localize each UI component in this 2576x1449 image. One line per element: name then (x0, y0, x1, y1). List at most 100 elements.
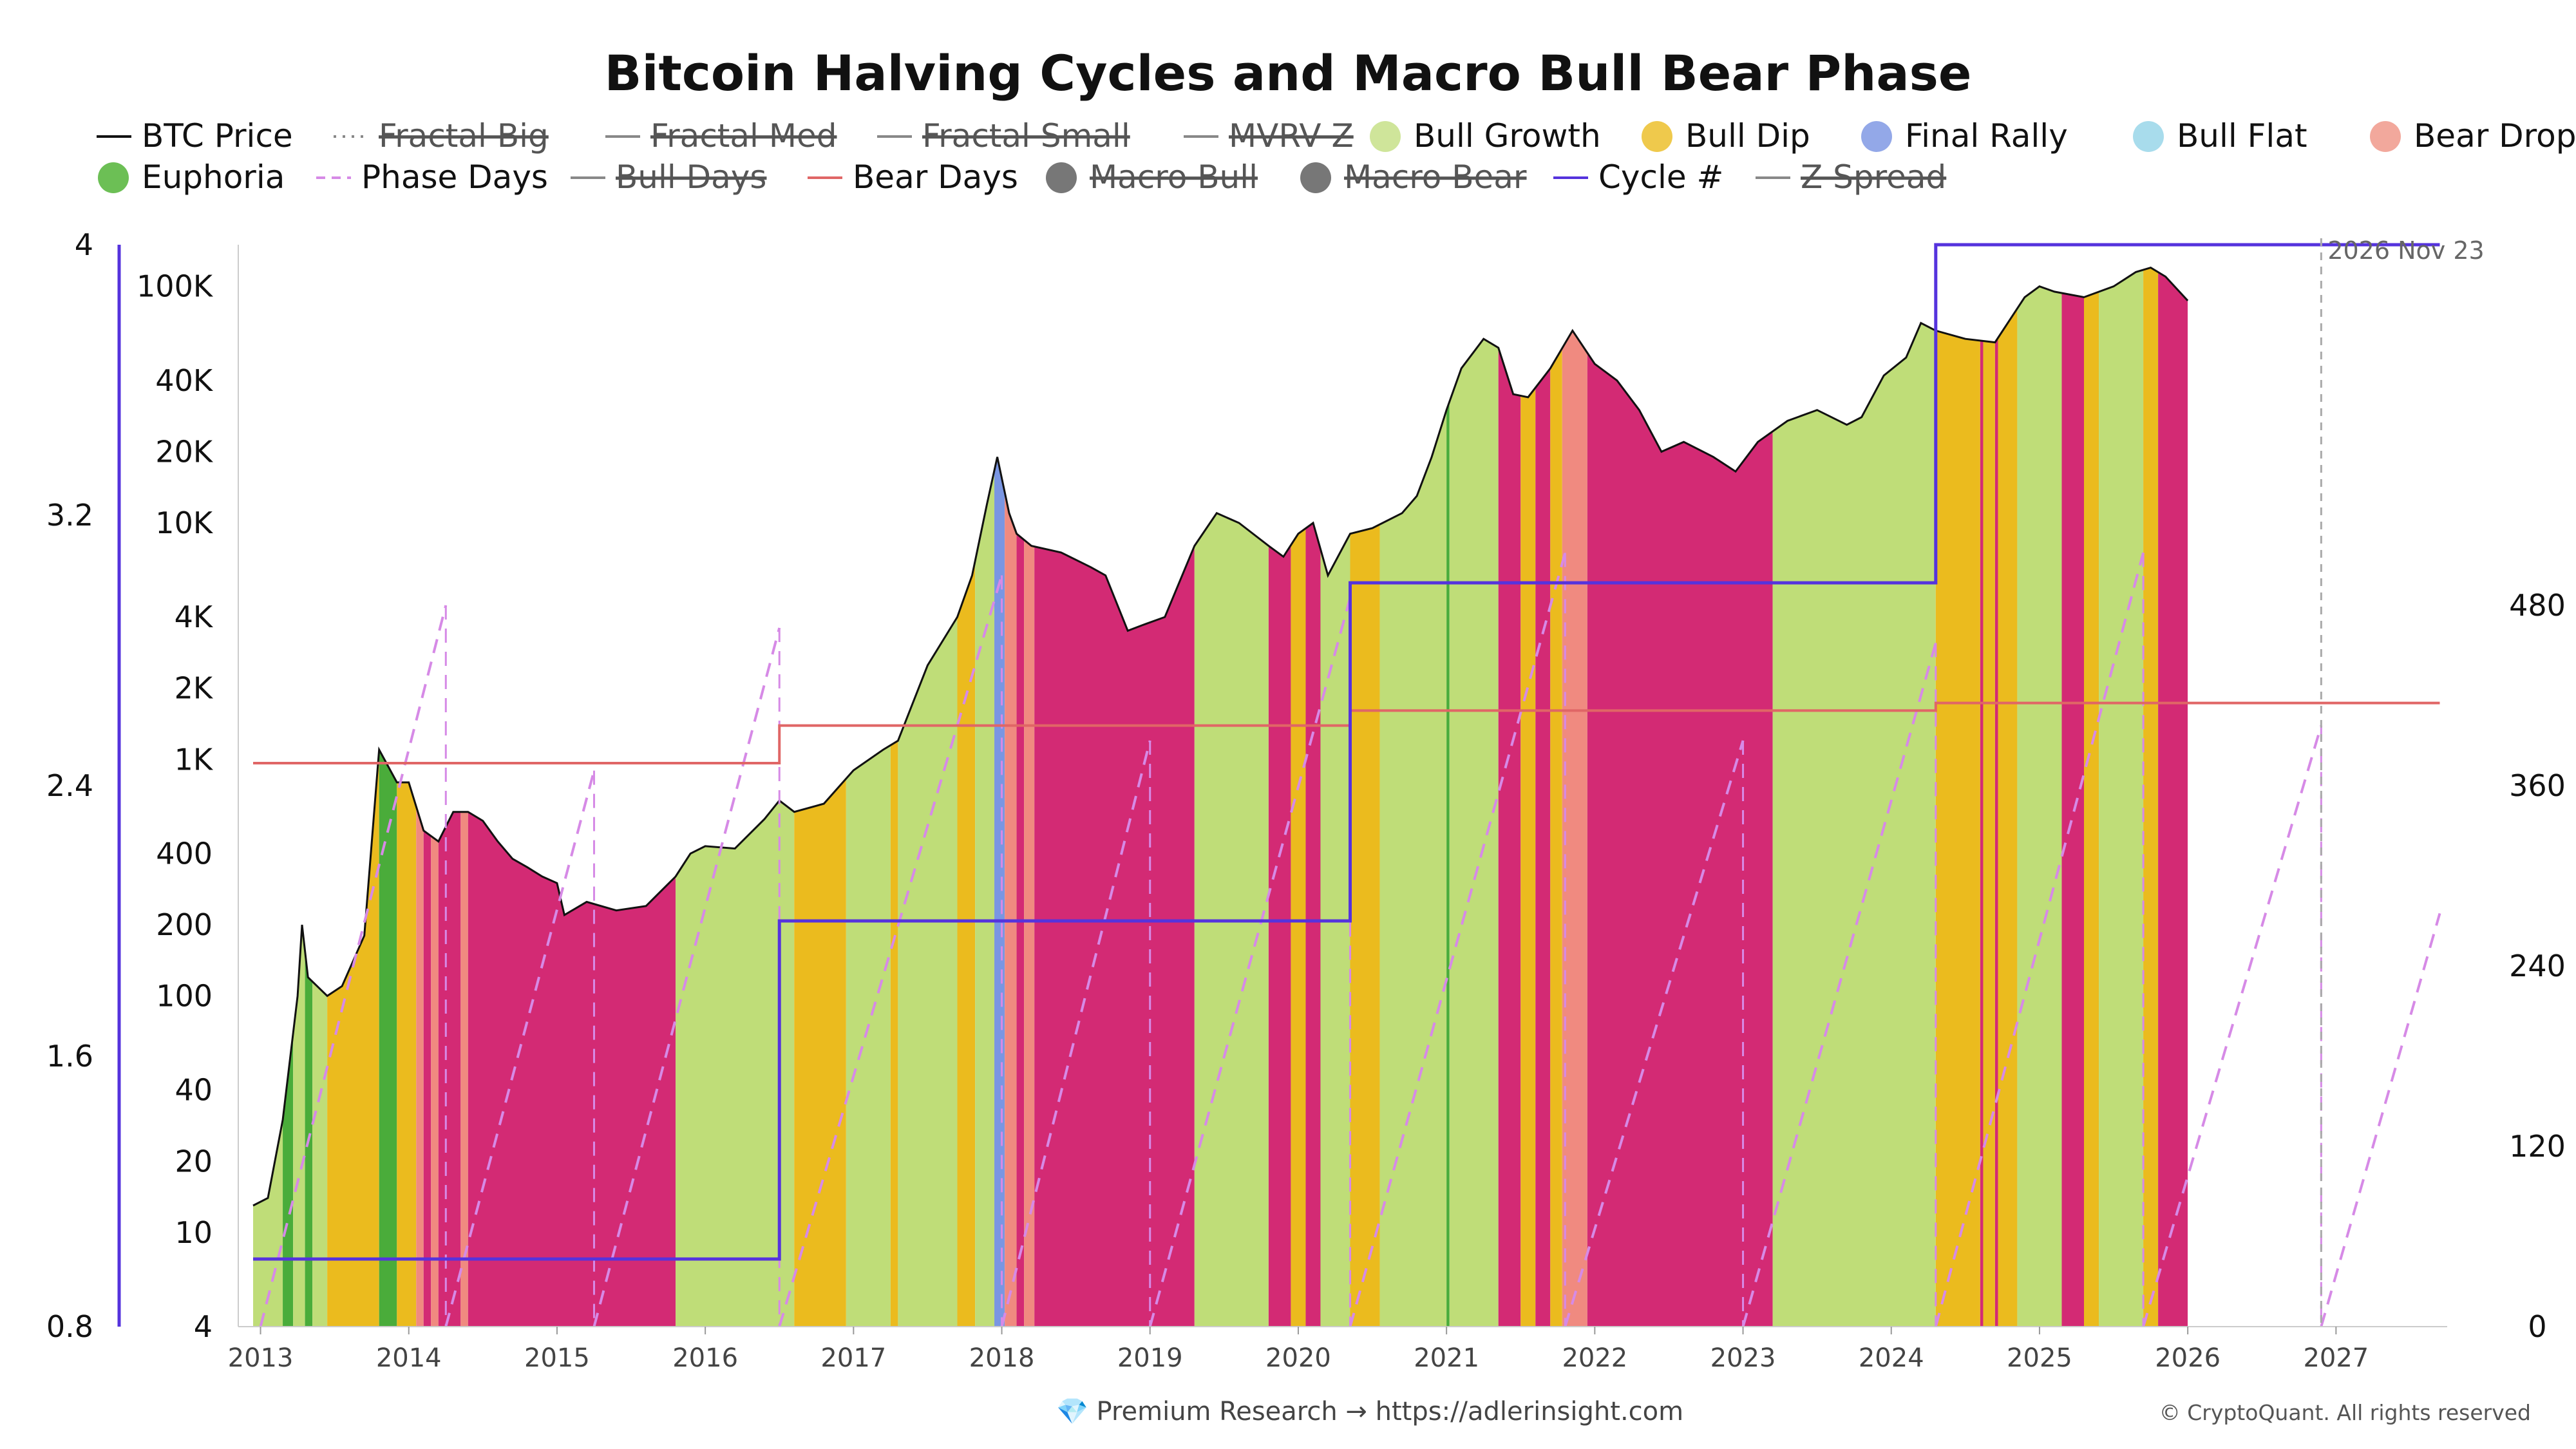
phase-band-euphoria (1446, 267, 1450, 1327)
phase-band-deep_value (1305, 267, 1321, 1327)
price-tick-label: 400 (156, 836, 213, 871)
legend-label: Fractal Med (650, 117, 837, 155)
legend-label: BTC Price (142, 117, 293, 155)
phase-band-bull_dip (1983, 267, 1995, 1327)
x-tick-label: 2020 (1265, 1343, 1331, 1373)
x-tick-label: 2017 (820, 1343, 886, 1373)
phase-days-segment (2142, 725, 2323, 1327)
overlay-lines: 2026 Nov 23 (252, 236, 2485, 1327)
legend-item-final-rally[interactable]: Final Rally (1861, 117, 2068, 155)
phase-band-deep_value (1498, 267, 1521, 1327)
phase-band-deep_value (1034, 267, 1195, 1327)
days-tick-label: 240 (2509, 949, 2566, 983)
legend-label: Euphoria (142, 158, 285, 196)
x-tick-label: 2022 (1562, 1343, 1627, 1373)
phase-band-bull_dip (1550, 267, 1562, 1327)
legend-item-fractal-med[interactable]: Fractal Med (605, 117, 837, 155)
legend-label: Macro Bull (1090, 158, 1258, 196)
phase-band-deep_value (1535, 267, 1551, 1327)
legend-label: Bear Days (853, 158, 1018, 196)
phase-band-bear_drop (1024, 267, 1035, 1327)
legend-item-bull-flat[interactable]: Bull Flat (2133, 117, 2307, 155)
legend-item-btc-price[interactable]: BTC Price (97, 117, 293, 155)
phase-band-bull_dip (957, 267, 976, 1327)
phase-band-bull_dip (1520, 267, 1536, 1327)
price-tick-label: 40K (155, 363, 214, 398)
phase-band-bull_dip (2143, 267, 2159, 1327)
legend-swatch (98, 162, 129, 193)
legend-item-bear-days[interactable]: Bear Days (808, 158, 1018, 196)
legend-label: MVRV Z (1229, 117, 1354, 155)
legend-item-z-spread[interactable]: Z Spread (1756, 158, 1946, 196)
legend-item-bull-dip[interactable]: Bull Dip (1642, 117, 1810, 155)
x-tick-label: 2024 (1859, 1343, 1924, 1373)
legend-item-mvrv-z[interactable]: MVRV Z (1184, 117, 1354, 155)
legend-swatch (1370, 121, 1401, 152)
phase-band-bull_growth (898, 267, 958, 1327)
price-tick-label: 10 (175, 1215, 213, 1250)
phase-band-bear_drop (416, 267, 424, 1327)
days-tick-label: 0 (2528, 1309, 2546, 1344)
phase-days-segment (2320, 913, 2441, 1327)
x-tick-label: 2013 (228, 1343, 294, 1373)
price-tick-label: 20K (155, 434, 214, 469)
phase-days-segment (1000, 740, 1151, 1327)
phase-band-euphoria (379, 267, 397, 1327)
x-tick-label: 2021 (1414, 1343, 1479, 1373)
price-tick-label: 2K (175, 671, 214, 706)
x-tick-label: 2023 (1710, 1343, 1776, 1373)
phase-band-bear_drop (460, 267, 468, 1327)
cycle-number-line (253, 243, 2440, 1261)
legend-item-bear-drop[interactable]: Bear Drop (2370, 117, 2576, 155)
phase-band-bull_growth (1449, 267, 1499, 1327)
legend-label: Bull Growth (1414, 117, 1601, 155)
legend-item-macro-bear[interactable]: Macro Bear (1300, 158, 1527, 196)
date-marker-label: 2026 Nov 23 (2327, 236, 2484, 265)
price-tick-label: 100K (137, 269, 214, 304)
x-tick-label: 2016 (672, 1343, 738, 1373)
chart-title: Bitcoin Halving Cycles and Macro Bull Be… (605, 44, 1972, 102)
legend-item-euphoria[interactable]: Euphoria (98, 158, 285, 196)
legend[interactable]: BTC Price Fractal Big Fractal Med Fractal S… (97, 117, 2576, 196)
x-tick-label: 2019 (1117, 1343, 1183, 1373)
legend-item-fractal-big[interactable]: Fractal Big (334, 117, 549, 155)
copyright-text: © CryptoQuant. All rights reserved (2159, 1400, 2531, 1425)
phase-band-bear_drop (1562, 267, 1587, 1327)
phase-band-bull_growth (253, 267, 283, 1327)
phase-band-final_rally (994, 267, 1005, 1327)
phase-bands (253, 267, 2188, 1327)
phase-band-bear_drop (1005, 267, 1017, 1327)
legend-swatch (1861, 121, 1892, 152)
phase-band-deep_value (423, 267, 431, 1327)
phase-band-bull_growth (975, 267, 995, 1327)
legend-swatch (1642, 121, 1672, 152)
plot-area: 2026 Nov 23 (252, 236, 2485, 1327)
phase-band-bull_growth (1379, 267, 1447, 1327)
phase-band-bull_growth (1320, 267, 1350, 1327)
phase-days-segment (1349, 552, 1567, 1327)
phase-band-bull_growth (2017, 267, 2062, 1327)
phase-band-bull_dip (327, 267, 379, 1327)
phase-band-bull_dip (1998, 267, 2018, 1327)
phase-band-bull_growth (846, 267, 891, 1327)
footer-text[interactable]: 💎 Premium Research → https://adlerinsigh… (1056, 1397, 1683, 1426)
price-tick-label: 4 (194, 1309, 213, 1344)
legend-item-fractal-small[interactable]: Fractal Small (877, 117, 1130, 155)
legend-label: Bull Flat (2177, 117, 2307, 155)
phase-days-segment (1934, 552, 2145, 1327)
legend-item-macro-bull[interactable]: Macro Bull (1046, 158, 1258, 196)
legend-label: Bull Dip (1685, 117, 1810, 155)
legend-item-phase-days[interactable]: Phase Days (316, 158, 548, 196)
price-tick-label: 4K (175, 600, 214, 634)
x-tick-label: 2014 (376, 1343, 442, 1373)
cycle-tick-label: 2.4 (46, 768, 93, 803)
legend-item-bull-days[interactable]: Bull Days (571, 158, 766, 196)
legend-label: Cycle # (1598, 158, 1723, 196)
legend-item-cycle[interactable]: Cycle # (1553, 158, 1723, 196)
cycle-tick-label: 4 (75, 227, 93, 262)
legend-swatch (1046, 162, 1077, 193)
legend-swatch (2370, 121, 2401, 152)
legend-item-bull-growth[interactable]: Bull Growth (1370, 117, 1601, 155)
phase-band-bull_growth (2099, 267, 2144, 1327)
